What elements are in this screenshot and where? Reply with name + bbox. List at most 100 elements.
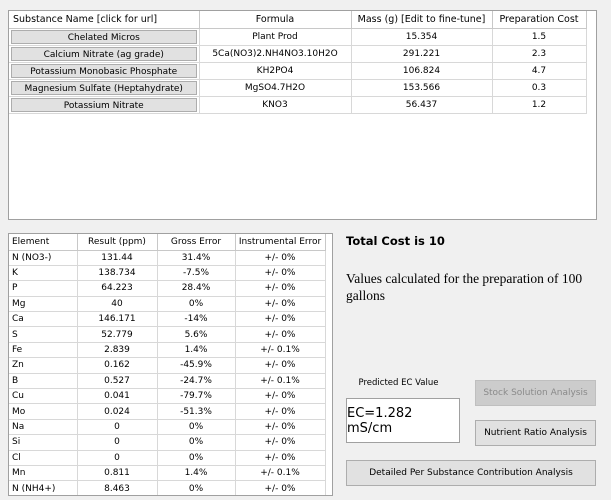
result-cell: 138.734 (77, 265, 158, 282)
table-row: Potassium Monobasic Phosphate KH2PO4 106… (9, 62, 587, 80)
gross-error-cell: 1.4% (157, 465, 236, 482)
result-cell: 146.171 (77, 311, 158, 328)
instrumental-error-cell: +/- 0.1% (235, 342, 326, 359)
col-element[interactable]: Element (9, 234, 78, 251)
ec-value-box: EC=1.282 mS/cm (346, 398, 460, 443)
instrumental-error-cell: +/- 0.1% (235, 465, 326, 482)
element-cell: Cl (9, 450, 78, 466)
table-row: Magnesium Sulfate (Heptahydrate) MgSO4.7… (9, 79, 587, 97)
table-row: S 52.779 5.6% +/- 0% (9, 326, 326, 343)
table-row: Ca 146.171 -14% +/- 0% (9, 311, 326, 328)
instrumental-error-cell: +/- 0% (235, 480, 326, 495)
cost-cell: 4.7 (492, 62, 587, 80)
instrumental-error-cell: +/- 0% (235, 326, 326, 343)
result-cell: 0 (77, 419, 158, 436)
gross-error-cell: -24.7% (157, 373, 236, 390)
substance-link-button[interactable]: Calcium Nitrate (ag grade) (11, 46, 197, 61)
element-results-grid[interactable]: Element Result (ppm) Gross Error Instrum… (8, 233, 333, 496)
gross-error-cell: 0% (157, 450, 236, 466)
mass-cell[interactable]: 153.566 (351, 79, 493, 97)
mass-cell[interactable]: 291.221 (351, 45, 493, 63)
gross-error-cell: 0% (157, 480, 236, 495)
formula-cell: KNO3 (199, 96, 352, 114)
stock-solution-analysis-button[interactable]: Stock Solution Analysis (475, 380, 596, 406)
instrumental-error-cell: +/- 0% (235, 450, 326, 466)
element-cell: S (9, 326, 78, 343)
formula-cell: 5Ca(NO3)2.NH4NO3.10H2O (199, 45, 352, 63)
substance-link-button[interactable]: Magnesium Sulfate (Heptahydrate) (11, 80, 197, 95)
formula-cell: MgSO4.7H2O (199, 79, 352, 97)
nutrient-ratio-analysis-button[interactable]: Nutrient Ratio Analysis (475, 420, 596, 446)
col-mass[interactable]: Mass (g) [Edit to fine-tune] (351, 11, 493, 29)
gross-error-cell: 1.4% (157, 342, 236, 359)
total-cost-label: Total Cost is 10 (346, 234, 445, 248)
element-cell: B (9, 373, 78, 390)
substance-grid[interactable]: Substance Name [click for url] Formula M… (8, 10, 597, 220)
instrumental-error-cell: +/- 0.1% (235, 373, 326, 390)
result-cell: 131.44 (77, 250, 158, 266)
result-cell: 0 (77, 434, 158, 451)
element-cell: Fe (9, 342, 78, 359)
cost-cell: 1.2 (492, 96, 587, 114)
substance-link-button[interactable]: Potassium Monobasic Phosphate (11, 63, 197, 78)
table-row: Potassium Nitrate KNO3 56.437 1.2 (9, 96, 587, 114)
table-row: Si 0 0% +/- 0% (9, 434, 326, 451)
table-row: Zn 0.162 -45.9% +/- 0% (9, 357, 326, 374)
gross-error-cell: -7.5% (157, 265, 236, 282)
col-substance-name[interactable]: Substance Name [click for url] (9, 11, 200, 29)
element-cell: N (NO3-) (9, 250, 78, 266)
instrumental-error-cell: +/- 0% (235, 388, 326, 405)
mass-cell[interactable]: 15.354 (351, 28, 493, 46)
table-row: N (NO3-) 131.44 31.4% +/- 0% (9, 250, 326, 266)
result-cell: 52.779 (77, 326, 158, 343)
instrumental-error-cell: +/- 0% (235, 434, 326, 451)
element-cell: Mn (9, 465, 78, 482)
element-cell: K (9, 265, 78, 282)
col-instrumental-error[interactable]: Instrumental Error (235, 234, 326, 251)
col-gross-error[interactable]: Gross Error (157, 234, 236, 251)
col-prep-cost[interactable]: Preparation Cost (492, 11, 587, 29)
col-result[interactable]: Result (ppm) (77, 234, 158, 251)
substance-link-button[interactable]: Chelated Micros (11, 29, 197, 44)
table-row: Cl 0 0% +/- 0% (9, 450, 326, 466)
table-row: Fe 2.839 1.4% +/- 0.1% (9, 342, 326, 359)
instrumental-error-cell: +/- 0% (235, 280, 326, 297)
cost-cell: 2.3 (492, 45, 587, 63)
substance-link-button[interactable]: Potassium Nitrate (11, 97, 197, 112)
col-formula[interactable]: Formula (199, 11, 352, 29)
table-row: Cu 0.041 -79.7% +/- 0% (9, 388, 326, 405)
table-row: Chelated Micros Plant Prod 15.354 1.5 (9, 28, 587, 46)
instrumental-error-cell: +/- 0% (235, 311, 326, 328)
mass-cell[interactable]: 56.437 (351, 96, 493, 114)
formula-cell: KH2PO4 (199, 62, 352, 80)
element-cell: Si (9, 434, 78, 451)
element-cell: Ca (9, 311, 78, 328)
result-cell: 0.162 (77, 357, 158, 374)
table-row: Mg 40 0% +/- 0% (9, 296, 326, 313)
result-cell: 0.527 (77, 373, 158, 390)
instrumental-error-cell: +/- 0% (235, 296, 326, 313)
element-cell: Mg (9, 296, 78, 313)
mass-cell[interactable]: 106.824 (351, 62, 493, 80)
gross-error-cell: 31.4% (157, 250, 236, 266)
instrumental-error-cell: +/- 0% (235, 357, 326, 374)
detailed-contribution-analysis-button[interactable]: Detailed Per Substance Contribution Anal… (346, 460, 596, 486)
element-cell: Mo (9, 403, 78, 420)
element-cell: P (9, 280, 78, 297)
result-cell: 0 (77, 450, 158, 466)
result-cell: 2.839 (77, 342, 158, 359)
table-row: P 64.223 28.4% +/- 0% (9, 280, 326, 297)
element-cell: Cu (9, 388, 78, 405)
result-cell: 0.024 (77, 403, 158, 420)
gross-error-cell: 0% (157, 296, 236, 313)
instrumental-error-cell: +/- 0% (235, 419, 326, 436)
table-row: Calcium Nitrate (ag grade) 5Ca(NO3)2.NH4… (9, 45, 587, 63)
table-row: Mo 0.024 -51.3% +/- 0% (9, 403, 326, 420)
gross-error-cell: -51.3% (157, 403, 236, 420)
calculation-note: Values calculated for the preparation of… (346, 271, 583, 303)
element-cell: Na (9, 419, 78, 436)
instrumental-error-cell: +/- 0% (235, 403, 326, 420)
element-results-table: Element Result (ppm) Gross Error Instrum… (9, 234, 326, 495)
ec-label: Predicted EC Value (358, 378, 439, 388)
table-row: Mn 0.811 1.4% +/- 0.1% (9, 465, 326, 482)
